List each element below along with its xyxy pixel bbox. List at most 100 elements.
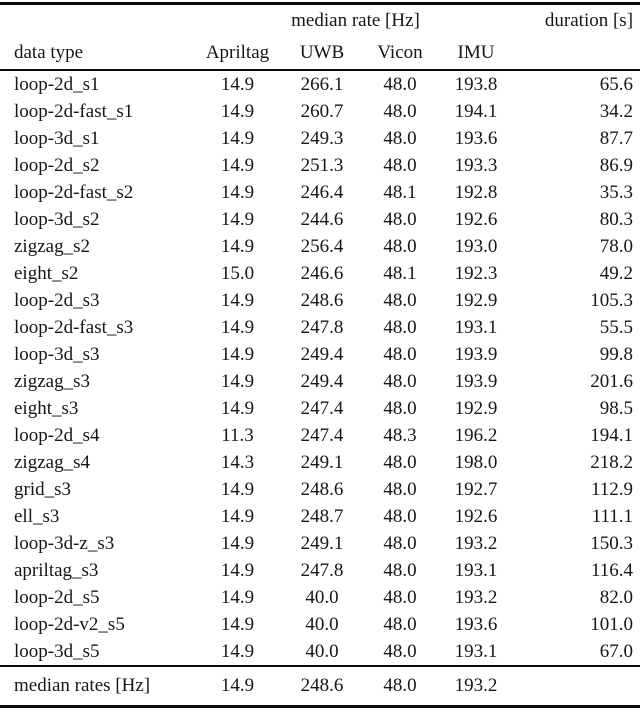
uwb-rate-cell: 249.3 bbox=[300, 127, 344, 149]
duration-cell: 116.4 bbox=[590, 559, 634, 581]
footer-duration bbox=[516, 666, 640, 707]
vicon-rate-cell: 48.0 bbox=[383, 451, 417, 473]
apriltag-rate-cell: 14.9 bbox=[220, 613, 255, 635]
imu-rate-cell: 193.1 bbox=[454, 316, 498, 338]
imu-rate-cell: 192.6 bbox=[454, 505, 498, 527]
data-type-cell: loop-3d_s2 bbox=[14, 208, 100, 230]
data-type-cell: loop-3d_s5 bbox=[14, 640, 100, 662]
imu-rate-cell: 193.8 bbox=[454, 73, 498, 95]
duration-cell: 78.0 bbox=[599, 235, 634, 257]
imu-rate-cell: 193.9 bbox=[454, 343, 498, 365]
uwb-rate-cell: 260.7 bbox=[300, 100, 344, 122]
imu-rate-cell: 192.7 bbox=[454, 478, 498, 500]
duration-cell: 80.3 bbox=[599, 208, 634, 230]
apriltag-rate-cell: 15.0 bbox=[220, 262, 255, 284]
duration-cell: 65.6 bbox=[599, 73, 634, 95]
apriltag-rate-cell: 14.9 bbox=[220, 73, 255, 95]
vicon-rate-cell: 48.0 bbox=[383, 289, 417, 311]
uwb-rate-cell: 249.4 bbox=[300, 343, 344, 365]
apriltag-rate-cell: 14.9 bbox=[220, 289, 255, 311]
data-type-cell: loop-2d_s1 bbox=[14, 73, 100, 95]
header-spacer bbox=[516, 37, 640, 70]
column-header-vicon: Vicon bbox=[377, 42, 423, 63]
data-type-cell: loop-3d-z_s3 bbox=[14, 532, 115, 554]
vicon-rate-cell: 48.3 bbox=[383, 424, 417, 446]
table-row: loop-2d-fast_s3 14.9 247.8 48.0 193.1 55.5 bbox=[0, 314, 640, 341]
table-body: loop-2d_s1 14.9 266.1 48.0 193.8 65.6 loop-2d-… bbox=[0, 70, 640, 666]
column-header-apriltag: Apriltag bbox=[205, 42, 270, 63]
table-row: loop-2d_s2 14.9 251.3 48.0 193.3 86.9 bbox=[0, 152, 640, 179]
data-type-cell: zigzag_s3 bbox=[14, 370, 90, 392]
data-type-header: data type bbox=[14, 42, 84, 63]
vicon-rate-cell: 48.0 bbox=[383, 100, 417, 122]
data-type-cell: loop-2d-fast_s1 bbox=[14, 100, 134, 122]
apriltag-rate-cell: 14.9 bbox=[220, 127, 255, 149]
data-type-cell: eight_s2 bbox=[14, 262, 79, 284]
vicon-rate-cell: 48.0 bbox=[383, 586, 417, 608]
data-type-cell: apriltag_s3 bbox=[14, 559, 99, 581]
imu-rate-cell: 192.9 bbox=[454, 289, 498, 311]
data-type-cell: loop-3d_s1 bbox=[14, 127, 100, 149]
header-row-columns: data type Apriltag UWB Vicon IMU bbox=[0, 37, 640, 70]
rate-group-header: median rate [Hz] bbox=[291, 10, 420, 31]
vicon-rate-cell: 48.0 bbox=[383, 397, 417, 419]
table-row: loop-3d_s1 14.9 249.3 48.0 193.6 87.7 bbox=[0, 125, 640, 152]
uwb-rate-cell: 251.3 bbox=[300, 154, 344, 176]
data-type-cell: loop-2d-v2_s5 bbox=[14, 613, 125, 635]
footer-row: median rates [Hz] 14.9 248.6 48.0 193.2 bbox=[0, 666, 640, 707]
imu-rate-cell: 193.6 bbox=[454, 127, 498, 149]
data-type-cell: loop-2d_s5 bbox=[14, 586, 100, 608]
imu-rate-cell: 196.2 bbox=[454, 424, 498, 446]
uwb-rate-cell: 40.0 bbox=[305, 640, 339, 662]
table-header: median rate [Hz] duration [s] data type … bbox=[0, 4, 640, 70]
apriltag-rate-cell: 14.9 bbox=[220, 397, 255, 419]
table-row: loop-2d_s1 14.9 266.1 48.0 193.8 65.6 bbox=[0, 70, 640, 98]
table-row: eight_s2 15.0 246.6 48.1 192.3 49.2 bbox=[0, 260, 640, 287]
duration-cell: 82.0 bbox=[599, 586, 634, 608]
duration-cell: 98.5 bbox=[599, 397, 634, 419]
duration-cell: 99.8 bbox=[599, 343, 634, 365]
imu-rate-cell: 193.3 bbox=[454, 154, 498, 176]
data-type-cell: zigzag_s4 bbox=[14, 451, 90, 473]
footer-uwb-rate: 248.6 bbox=[300, 675, 344, 696]
duration-cell: 49.2 bbox=[599, 262, 634, 284]
apriltag-rate-cell: 14.9 bbox=[220, 559, 255, 581]
vicon-rate-cell: 48.0 bbox=[383, 370, 417, 392]
table-row: loop-3d-z_s3 14.9 249.1 48.0 193.2 150.3 bbox=[0, 530, 640, 557]
uwb-rate-cell: 247.8 bbox=[300, 559, 344, 581]
data-type-cell: ell_s3 bbox=[14, 505, 60, 527]
imu-rate-cell: 193.6 bbox=[454, 613, 498, 635]
apriltag-rate-cell: 14.9 bbox=[220, 640, 255, 662]
vicon-rate-cell: 48.0 bbox=[383, 478, 417, 500]
vicon-rate-cell: 48.0 bbox=[383, 343, 417, 365]
duration-cell: 67.0 bbox=[599, 640, 634, 662]
uwb-rate-cell: 249.1 bbox=[300, 532, 344, 554]
uwb-rate-cell: 266.1 bbox=[300, 73, 344, 95]
imu-rate-cell: 192.6 bbox=[454, 208, 498, 230]
duration-cell: 194.1 bbox=[590, 424, 634, 446]
column-header-imu: IMU bbox=[457, 42, 495, 63]
footer-vicon-rate: 48.0 bbox=[383, 675, 417, 696]
footer-label: median rates [Hz] bbox=[14, 675, 151, 696]
data-type-cell: eight_s3 bbox=[14, 397, 79, 419]
vicon-rate-cell: 48.0 bbox=[383, 505, 417, 527]
apriltag-rate-cell: 14.9 bbox=[220, 370, 255, 392]
table-row: zigzag_s2 14.9 256.4 48.0 193.0 78.0 bbox=[0, 233, 640, 260]
duration-cell: 35.3 bbox=[599, 181, 634, 203]
uwb-rate-cell: 247.8 bbox=[300, 316, 344, 338]
duration-header: duration [s] bbox=[544, 10, 634, 31]
uwb-rate-cell: 247.4 bbox=[300, 397, 344, 419]
data-type-cell: loop-2d_s3 bbox=[14, 289, 100, 311]
vicon-rate-cell: 48.0 bbox=[383, 154, 417, 176]
footer-imu-rate: 193.2 bbox=[454, 675, 498, 696]
imu-rate-cell: 193.9 bbox=[454, 370, 498, 392]
uwb-rate-cell: 249.4 bbox=[300, 370, 344, 392]
duration-cell: 150.3 bbox=[590, 532, 634, 554]
vicon-rate-cell: 48.1 bbox=[383, 262, 417, 284]
vicon-rate-cell: 48.0 bbox=[383, 127, 417, 149]
vicon-rate-cell: 48.0 bbox=[383, 559, 417, 581]
vicon-rate-cell: 48.0 bbox=[383, 208, 417, 230]
table-row: loop-2d-fast_s1 14.9 260.7 48.0 194.1 34.2 bbox=[0, 98, 640, 125]
duration-cell: 34.2 bbox=[599, 100, 634, 122]
table-row: eight_s3 14.9 247.4 48.0 192.9 98.5 bbox=[0, 395, 640, 422]
